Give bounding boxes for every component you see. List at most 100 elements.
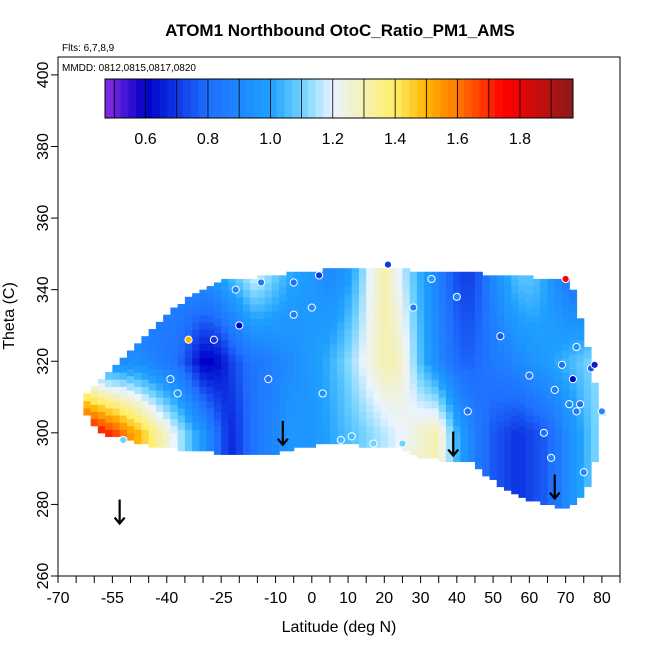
field-cell (583, 386, 592, 395)
field-cell (482, 468, 491, 477)
field-cell (184, 400, 193, 409)
field-cell (569, 389, 578, 398)
field-cell (424, 450, 433, 459)
field-cell (547, 382, 556, 391)
field-cell (431, 271, 440, 280)
data-point (579, 468, 588, 477)
colorbar-segment (495, 79, 504, 118)
field-cell (105, 400, 113, 409)
field-cell (590, 425, 599, 434)
field-cell (583, 379, 592, 387)
field-cell (105, 393, 113, 402)
field-cell (271, 318, 280, 327)
colorbar-segment (151, 79, 161, 118)
field-cell (329, 286, 338, 294)
field-cell (511, 307, 520, 316)
field-cell (380, 432, 389, 441)
field-cell (250, 432, 259, 441)
field-cell (387, 268, 396, 276)
field-cell (213, 432, 222, 441)
field-cell (540, 282, 549, 291)
field-cell (482, 289, 491, 298)
field-cell (184, 407, 193, 416)
field-cell (438, 375, 447, 384)
field-cell (264, 418, 273, 427)
field-cell (213, 339, 222, 348)
field-cell (228, 332, 237, 341)
field-cell (148, 361, 157, 369)
field-cell (170, 425, 179, 434)
field-cell (329, 371, 338, 380)
field-cell (257, 375, 266, 384)
field-cell (496, 379, 505, 387)
field-cell (482, 275, 491, 284)
field-cell (337, 379, 346, 387)
field-cell (445, 318, 454, 327)
field-cell (293, 282, 302, 291)
field-cell (264, 411, 273, 420)
field-cell (221, 375, 230, 384)
field-cell (293, 411, 302, 420)
field-cell (395, 354, 404, 362)
field-cell (279, 400, 288, 409)
colorbar-tick-label: 1.4 (384, 131, 406, 148)
field-cell (518, 375, 527, 384)
data-point (597, 407, 606, 416)
field-cell (351, 321, 360, 330)
field-cell (511, 343, 520, 352)
field-cell (170, 368, 179, 377)
field-cell (308, 432, 317, 441)
y-tick-label: 260 (35, 563, 52, 590)
field-cell (257, 311, 266, 319)
field-cell (337, 407, 346, 416)
field-cell (525, 422, 534, 430)
field-cell (445, 332, 454, 341)
field-cell (409, 332, 418, 341)
field-cell (264, 346, 273, 355)
field-cell (228, 361, 237, 369)
field-cell (177, 364, 186, 373)
field-cell (409, 275, 418, 284)
field-cell (112, 386, 121, 395)
field-cell (329, 379, 338, 387)
field-cell (322, 268, 331, 273)
field-cell (257, 318, 266, 327)
field-cell (445, 397, 454, 405)
field-cell (293, 375, 302, 384)
field-cell (424, 271, 433, 280)
field-cell (155, 321, 164, 327)
field-cell (569, 490, 578, 498)
field-cell (206, 329, 215, 337)
field-cell (105, 379, 113, 387)
field-cell (474, 411, 483, 420)
field-cell (482, 425, 491, 434)
field-cell (489, 472, 498, 480)
field-cell (300, 289, 309, 298)
colorbar-segment (549, 79, 558, 118)
field-cell (206, 371, 215, 380)
field-cell (300, 425, 309, 434)
field-cell (402, 429, 411, 438)
field-cell (257, 339, 266, 348)
field-cell (532, 443, 541, 452)
field-cell (431, 364, 440, 373)
field-cell (250, 303, 259, 312)
field-cell (373, 282, 382, 291)
field-cell (155, 332, 164, 341)
data-point (289, 278, 298, 287)
field-cell (177, 329, 186, 337)
field-cell (308, 382, 317, 391)
field-cell (235, 339, 244, 348)
field-cell (228, 354, 237, 362)
field-cell (467, 289, 476, 298)
field-cell (264, 325, 273, 334)
field-cell (199, 407, 208, 416)
field-cell (380, 389, 389, 398)
field-cell (431, 293, 440, 301)
colorbar-segment (448, 79, 457, 118)
field-cell (286, 357, 295, 366)
field-cell (540, 375, 549, 384)
field-cell (445, 418, 454, 427)
field-cell (337, 364, 346, 373)
field-cell (351, 343, 360, 352)
